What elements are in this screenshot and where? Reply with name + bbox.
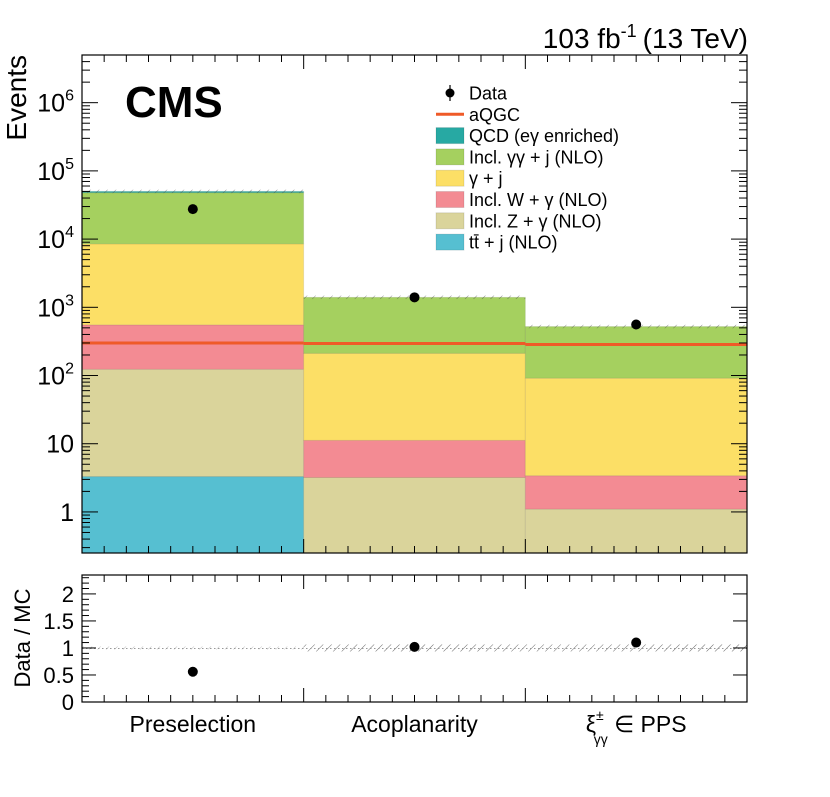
energy-label: (13 TeV): [643, 23, 748, 54]
lumi-label: 103 fb-1 (13 TeV): [543, 21, 748, 54]
bar-incl-z-nlo--0: [81, 368, 305, 478]
ratio-y-tick-label: 1.5: [43, 609, 74, 634]
legend-swatch: [435, 212, 465, 230]
stacked-bars: [81, 190, 748, 554]
legend-label: Incl. γγ + j (NLO): [469, 147, 604, 167]
main-y-axis-label: Events: [1, 55, 32, 141]
legend-swatch: [435, 233, 465, 251]
y-tick-label: 10: [46, 431, 74, 459]
ratio-points: [187, 637, 642, 677]
ratio-plot-frame: [81, 574, 748, 703]
data-points: [187, 204, 642, 330]
legend-label: tt̄ + j (NLO): [469, 233, 558, 253]
y-tick-label: 104: [37, 224, 74, 254]
lumi-value: 103 fb: [543, 23, 621, 54]
aqgc-line: [82, 341, 747, 346]
y-tick-label: 106: [37, 88, 74, 118]
data-point-1: [409, 292, 420, 303]
legend-label: QCD (eγ enriched): [469, 126, 619, 146]
ratio-y-tick-label: 0.5: [43, 663, 74, 688]
ratio-point-0: [187, 666, 198, 677]
bar--j-2: [524, 377, 748, 477]
ratio-plot: 00.511.52 Data / MC Preselection Acoplana…: [10, 574, 748, 747]
data-point-2: [631, 319, 642, 330]
bar-incl-w-nlo--2: [524, 475, 748, 510]
legend-label: Incl. Z + γ (NLO): [469, 211, 602, 231]
category-label-0: Preselection: [130, 711, 257, 737]
ratio-y-tick-label: 0: [62, 690, 74, 715]
main-x-ticks: [81, 55, 748, 553]
category-label-1: Acoplanarity: [351, 711, 478, 737]
bar-incl-w-nlo--1: [303, 439, 526, 478]
legend-swatch: [435, 169, 465, 187]
ratio-y-axis-label: Data / MC: [10, 588, 35, 687]
legend-swatch: [435, 127, 465, 145]
ratio-point-2: [631, 637, 642, 648]
bar-incl-w-nlo--0: [81, 324, 305, 370]
main-y-ticks: 1 10 102 103 104 105 106: [37, 54, 747, 549]
cms-label: CMS: [125, 78, 223, 127]
legend-label: Incl. W + γ (NLO): [469, 190, 608, 210]
lumi-exponent: -1: [621, 21, 637, 41]
legend-label: Data: [469, 84, 508, 104]
ratio-y-tick-label: 1: [62, 636, 74, 661]
y-tick-label: 1: [60, 499, 74, 527]
bar--j-0: [81, 243, 305, 326]
y-tick-label: 105: [37, 156, 74, 186]
legend-label: aQGC: [469, 105, 520, 125]
ratio-y-tick-label: 2: [62, 582, 74, 607]
category-label-2: ξ± γγ ∈ PPS: [586, 707, 687, 747]
ratio-uncertainty-2: [525, 644, 747, 652]
y-tick-label: 102: [37, 361, 74, 391]
bar-incl-z-nlo--1: [303, 476, 526, 554]
category-labels: Preselection Acoplanarity ξ± γγ ∈ PPS: [130, 707, 687, 747]
bar--j-1: [303, 352, 526, 441]
bar-incl-j-nlo--0: [81, 192, 305, 245]
data-point-0: [187, 204, 198, 215]
ratio-point-1: [409, 641, 420, 652]
y-tick-label: 103: [37, 292, 74, 322]
ratio-y-ticks: 00.511.52: [43, 577, 747, 715]
legend-swatch: [435, 191, 465, 208]
bar-tt-j-nlo--0: [81, 476, 305, 554]
ratio-uncertainty-0: [82, 646, 304, 650]
mc-uncertainty-0: [82, 189, 304, 194]
legend-swatch: [435, 148, 465, 166]
bar-incl-j-nlo--2: [524, 326, 748, 379]
legend-label: γ + j: [469, 169, 503, 189]
ratio-x-ticks: [81, 575, 748, 702]
